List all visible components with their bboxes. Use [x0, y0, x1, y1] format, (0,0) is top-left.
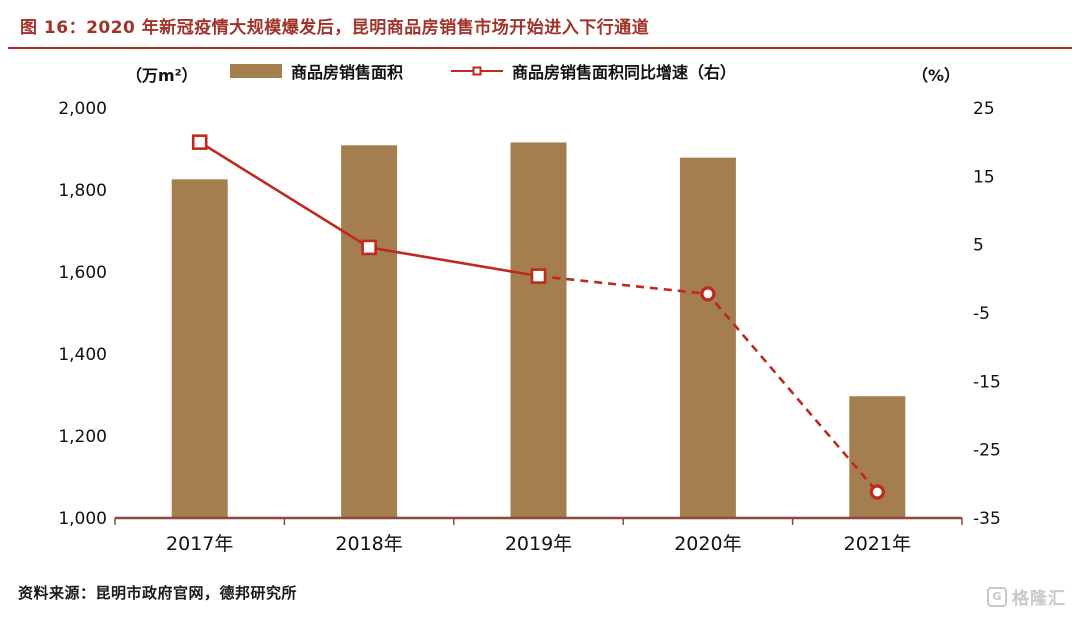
right-axis-tick-label: 5 [973, 236, 984, 256]
watermark-text: 格隆汇 [1012, 589, 1066, 609]
right-axis-tick-label: -35 [973, 509, 1001, 529]
right-axis-tick-label: -15 [973, 372, 1001, 392]
figure-title: 图 16：2020 年新冠疫情大规模爆发后，昆明商品房销售市场开始进入下行通道 [8, 0, 1072, 49]
bar-2020年 [679, 157, 736, 519]
right-axis-unit-label: （%） [912, 66, 961, 85]
right-axis-tick-label: 25 [973, 99, 995, 119]
square-marker-2017年 [191, 134, 208, 150]
legend-item-bar: 商品房销售面积 [230, 59, 403, 83]
x-axis-category-label: 2021年 [844, 533, 911, 555]
left-axis-tick-label: 1,400 [58, 345, 107, 365]
bar-2018年 [341, 145, 398, 518]
right-axis-tick-label: -25 [973, 441, 1001, 461]
watermark: G 格隆汇 [987, 584, 1066, 609]
square-marker-2019年 [530, 268, 547, 284]
line-series-label: 商品房销售面积同比增速（右） [512, 63, 737, 82]
x-axis-category-label: 2020年 [674, 533, 741, 555]
bar-2017年 [171, 179, 228, 518]
x-axis-category-label: 2017年 [166, 533, 233, 555]
bar-2019年 [510, 142, 567, 518]
circle-marker-2021年 [869, 484, 885, 500]
gelonghui-logo-icon: G [987, 586, 1007, 607]
square-marker-2018年 [361, 239, 377, 256]
left-axis-unit-label: （万m²） [126, 66, 198, 85]
x-axis-category-label: 2019年 [505, 533, 572, 555]
chart-canvas: 2,000 1,800 1,600 1,400 1,200 1,000 25 15 5 -5 -15… [58, 99, 1001, 555]
source-note: 资料来源：昆明市政府官网，德邦研究所 [18, 584, 298, 602]
left-axis-tick-label: 2,000 [58, 99, 107, 119]
left-axis-tick-label: 1,200 [58, 427, 107, 447]
bar-series-label: 商品房销售面积 [291, 63, 404, 82]
line-series-swatch [451, 64, 504, 79]
left-axis-tick-label: 1,000 [58, 509, 107, 529]
square-marker-icon [472, 66, 482, 76]
right-axis-tick-label: 15 [973, 167, 995, 187]
left-axis-tick-label: 1,600 [58, 263, 107, 283]
chart-legend: 商品房销售面积 商品房销售面积同比增速（右） [230, 59, 736, 83]
bar-series-swatch [230, 64, 282, 78]
legend-row: （万m²） 商品房销售面积 商品房销售面积同比增速（右） （%） [0, 49, 1080, 93]
circle-marker-2020年 [700, 286, 716, 302]
x-axis-category-label: 2018年 [335, 533, 402, 555]
bar-2021年 [849, 396, 906, 518]
right-axis-tick-label: -5 [973, 304, 990, 324]
left-axis-tick-label: 1,800 [58, 181, 107, 201]
legend-item-line: 商品房销售面积同比增速（右） [451, 59, 736, 83]
